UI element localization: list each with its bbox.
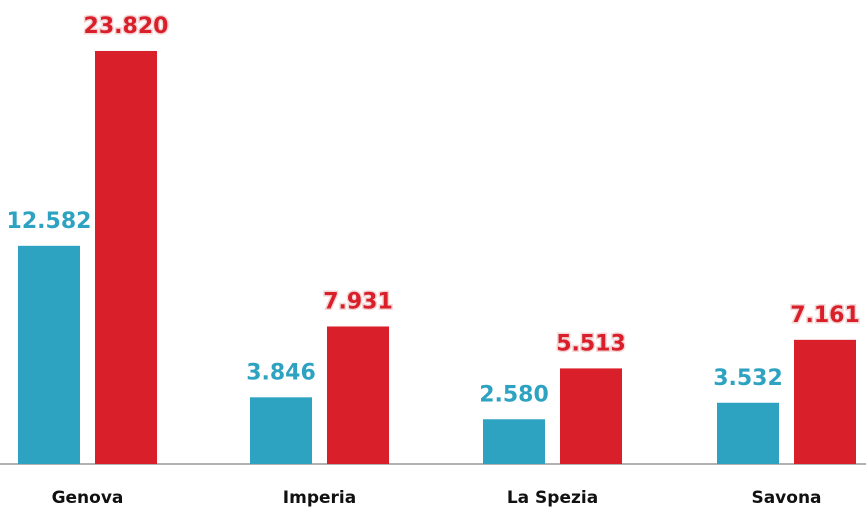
value-label: 23.820 [84, 14, 169, 39]
value-label: 3.846 [246, 360, 316, 385]
x-tick-label: La Spezia [507, 488, 598, 508]
value-label: 5.513 [556, 331, 626, 356]
bar [95, 50, 157, 464]
bar [560, 368, 622, 464]
bar [794, 339, 856, 464]
x-tick-label: Savona [751, 488, 821, 508]
bar [327, 326, 389, 464]
value-label: 12.582 [7, 209, 92, 234]
value-label: 3.532 [713, 366, 783, 391]
x-tick-label: Genova [52, 488, 124, 508]
bar [483, 419, 545, 464]
value-label: 7.161 [790, 303, 860, 328]
value-label: 7.931 [323, 289, 393, 314]
bar [18, 245, 80, 464]
value-label: 2.580 [479, 382, 549, 407]
x-tick-label: Imperia [283, 488, 356, 508]
bar [250, 397, 312, 464]
bar [717, 402, 779, 464]
